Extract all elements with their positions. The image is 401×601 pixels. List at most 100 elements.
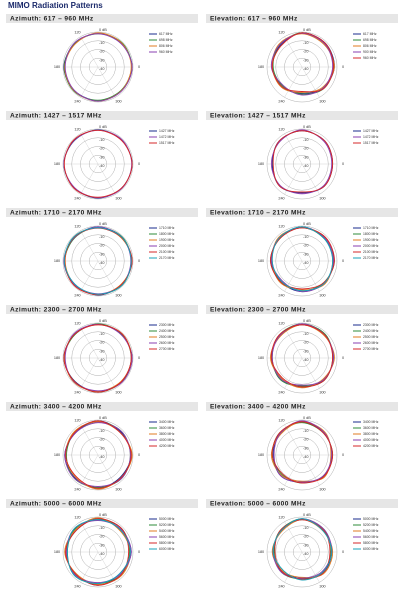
angle-label: 0 <box>138 453 140 457</box>
pattern-curve <box>66 519 131 584</box>
ring-label: -10 <box>99 332 105 336</box>
angle-label: 300 <box>319 197 325 201</box>
ring-label: 0 dB <box>99 416 107 420</box>
angle-label: 180 <box>258 259 264 263</box>
legend-label: 6000 MHz <box>159 547 175 551</box>
spoke <box>80 260 99 292</box>
legend-label: 1800 MHz <box>363 232 379 236</box>
legend-label: 698 MHz <box>159 38 173 42</box>
panel-title-bar <box>6 402 198 411</box>
angle-label: 300 <box>319 488 325 492</box>
ring-label: -30 <box>99 155 105 159</box>
pattern-curve <box>63 324 132 393</box>
angle-label: 0 <box>138 162 140 166</box>
angle-label: 120 <box>278 224 284 228</box>
spoke <box>80 357 99 389</box>
angle-label: 120 <box>278 515 284 519</box>
legend-label: 2170 MHz <box>159 256 175 260</box>
spoke <box>80 327 99 359</box>
ring-label: 0 dB <box>303 28 311 32</box>
legend-label: 2100 MHz <box>363 250 379 254</box>
pattern-curve <box>63 227 132 295</box>
angle-label: 120 <box>74 418 80 422</box>
angle-label: 120 <box>74 30 80 34</box>
spoke <box>97 551 116 583</box>
ring-label: -20 <box>303 244 309 248</box>
angle-label: 180 <box>54 162 60 166</box>
angle-label: 300 <box>115 391 121 395</box>
legend-label: 5400 MHz <box>159 529 175 533</box>
legend-label: 1517 MHz <box>159 141 175 145</box>
ring-label: -30 <box>99 349 105 353</box>
legend-label: 806 MHz <box>159 44 173 48</box>
ring-label: -20 <box>99 244 105 248</box>
angle-label: 240 <box>74 488 80 492</box>
ring-label: -10 <box>303 526 309 530</box>
legend-label: 3600 MHz <box>159 426 175 430</box>
legend-label: 3800 MHz <box>363 432 379 436</box>
legend-label: 1900 MHz <box>363 238 379 242</box>
panel-title: Elevation: 2300 – 2700 MHz <box>210 307 306 314</box>
ring-label: 0 dB <box>99 222 107 226</box>
legend-label: 1900 MHz <box>159 238 175 242</box>
angle-label: 240 <box>278 488 284 492</box>
angle-label: 180 <box>258 550 264 554</box>
angle-label: 120 <box>74 515 80 519</box>
spoke <box>284 66 303 98</box>
ring-label: -20 <box>303 438 309 442</box>
angle-label: 300 <box>319 585 325 589</box>
polar-panel: Azimuth: 2300 – 2700 MHz 0 dB -10 -20 -30 -40… <box>6 305 198 395</box>
ring-label: 0 dB <box>99 513 107 517</box>
legend-label: 2400 MHz <box>363 329 379 333</box>
angle-label: 0 <box>342 550 344 554</box>
ring-label: -30 <box>303 349 309 353</box>
polar-panel: Elevation: 1710 – 2170 MHz 0 dB -10 -20 -30 -… <box>206 208 398 298</box>
ring-label: -40 <box>303 67 309 71</box>
spoke <box>97 163 116 195</box>
spoke <box>284 133 303 165</box>
ring-label: -20 <box>99 50 105 54</box>
panel-title: Azimuth: 617 – 960 MHz <box>10 16 94 23</box>
angle-label: 300 <box>115 488 121 492</box>
legend-label: 5600 MHz <box>363 535 379 539</box>
angle-label: 180 <box>258 65 264 69</box>
pattern-curve <box>271 226 334 292</box>
ring-label: -20 <box>303 147 309 151</box>
legend-label: 5600 MHz <box>159 535 175 539</box>
spoke <box>301 163 320 195</box>
angle-label: 300 <box>319 391 325 395</box>
panel-title: Azimuth: 2300 – 2700 MHz <box>10 307 102 314</box>
ring-label: -40 <box>99 455 105 459</box>
angle-label: 0 <box>342 259 344 263</box>
legend-label: 2000 MHz <box>159 244 175 248</box>
legend-label: 6000 MHz <box>363 547 379 551</box>
angle-label: 240 <box>278 100 284 104</box>
ring-label: -40 <box>99 67 105 71</box>
pattern-curve <box>271 421 334 484</box>
ring-label: -20 <box>303 50 309 54</box>
ring-label: -30 <box>99 58 105 62</box>
legend-label: 1710 MHz <box>363 226 379 230</box>
legend-label: 900 MHz <box>363 50 377 54</box>
angle-label: 300 <box>319 100 325 104</box>
angle-label: 300 <box>115 585 121 589</box>
ring-label: -20 <box>99 341 105 345</box>
angle-label: 0 <box>342 356 344 360</box>
angle-label: 240 <box>74 100 80 104</box>
angle-label: 240 <box>74 197 80 201</box>
panel-title: Azimuth: 3400 – 4200 MHz <box>10 404 102 411</box>
ring-label: -30 <box>99 252 105 256</box>
spoke <box>80 454 99 486</box>
ring-label: -10 <box>303 235 309 239</box>
spoke <box>284 327 303 359</box>
ring-label: -30 <box>303 252 309 256</box>
spoke <box>284 230 303 262</box>
ring-label: -10 <box>303 41 309 45</box>
ring-label: -20 <box>99 438 105 442</box>
angle-label: 0 <box>342 162 344 166</box>
spoke <box>80 551 99 583</box>
spoke <box>284 36 303 68</box>
angle-label: 240 <box>74 391 80 395</box>
angle-label: 120 <box>278 418 284 422</box>
